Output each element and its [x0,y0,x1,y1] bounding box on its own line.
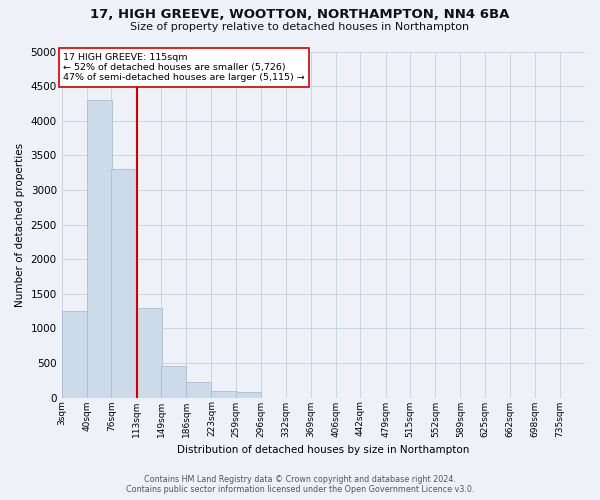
Bar [186,382,211,398]
Text: Contains HM Land Registry data © Crown copyright and database right 2024.
Contai: Contains HM Land Registry data © Crown c… [126,474,474,494]
Bar [112,169,137,398]
Y-axis label: Number of detached properties: Number of detached properties [15,142,25,306]
Bar [137,308,162,398]
Text: Size of property relative to detached houses in Northampton: Size of property relative to detached ho… [130,22,470,32]
Text: 17, HIGH GREEVE, WOOTTON, NORTHAMPTON, NN4 6BA: 17, HIGH GREEVE, WOOTTON, NORTHAMPTON, N… [91,8,509,20]
Bar [161,366,186,398]
Bar [236,392,261,398]
Bar [87,100,112,398]
Bar [211,390,236,398]
Bar [62,311,87,398]
Text: 17 HIGH GREEVE: 115sqm
← 52% of detached houses are smaller (5,726)
47% of semi-: 17 HIGH GREEVE: 115sqm ← 52% of detached… [63,52,305,82]
X-axis label: Distribution of detached houses by size in Northampton: Distribution of detached houses by size … [177,445,470,455]
